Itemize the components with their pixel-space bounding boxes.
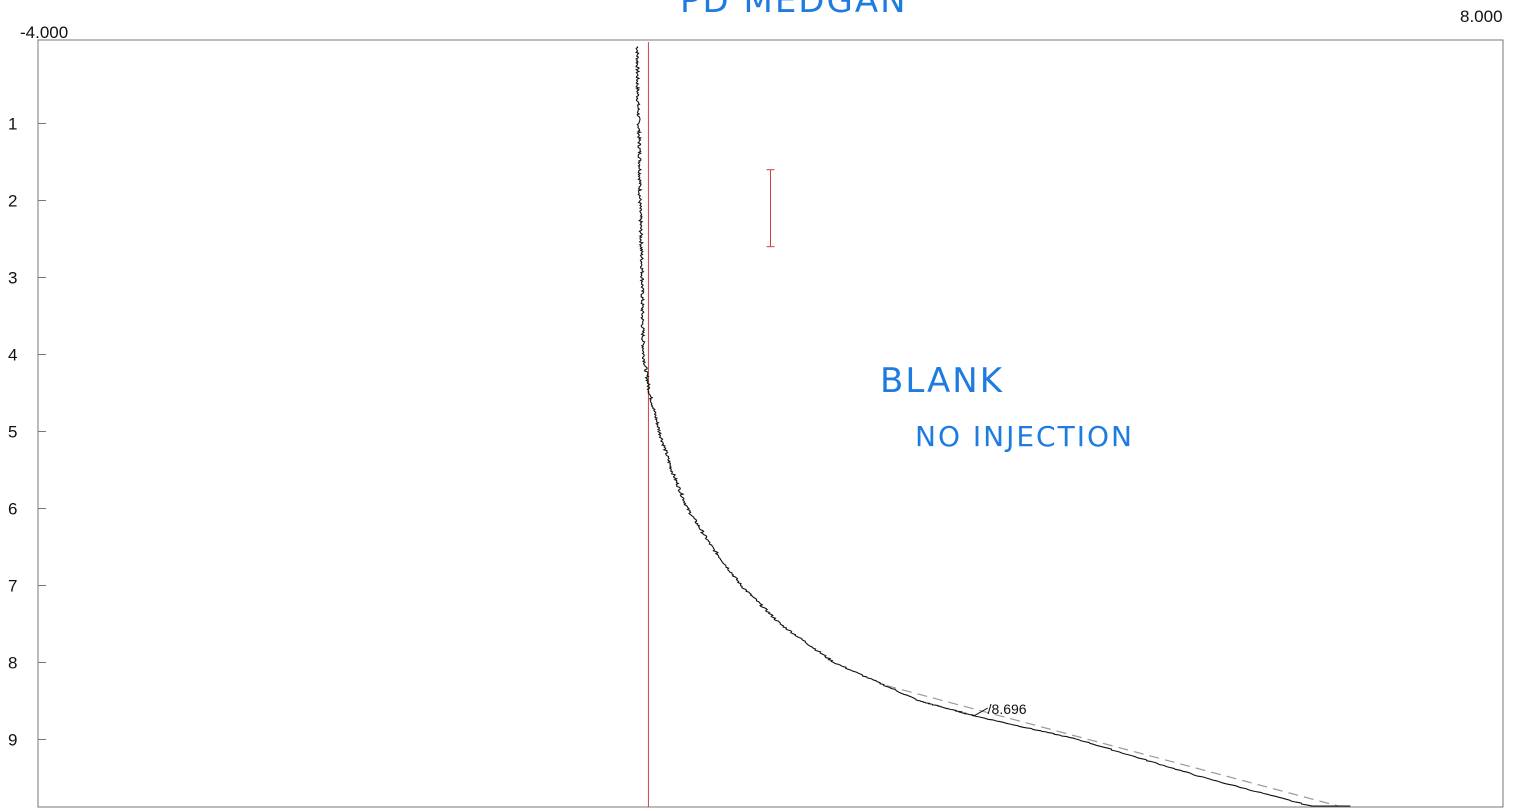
chart-marks: /8.696 xyxy=(634,42,1351,807)
time-tick-label-5: 5 xyxy=(8,423,17,442)
time-tick-label-3: 3 xyxy=(8,269,17,288)
handwritten-title: PD MEDGAN xyxy=(680,0,908,21)
time-tick-label-7: 7 xyxy=(8,577,17,596)
time-tick-label-6: 6 xyxy=(8,500,17,519)
peak-label-0: /8.696 xyxy=(988,701,1027,717)
annotation-blank: BLANK xyxy=(880,361,1004,401)
signal-trace xyxy=(634,46,1351,807)
signal-min-label: -4.000 xyxy=(20,23,68,42)
time-tick-label-2: 2 xyxy=(8,192,17,211)
plot-frame xyxy=(37,39,1504,808)
time-tick-label-4: 4 xyxy=(8,346,17,365)
baseline-dashed xyxy=(886,685,1339,807)
signal-max-label: 8.000 xyxy=(1460,7,1503,26)
time-tick-label-9: 9 xyxy=(8,731,17,750)
annotation-no-injection: NO INJECTION xyxy=(915,420,1134,453)
time-tick-label-1: 1 xyxy=(8,115,17,134)
time-axis: 1 2 3 4 5 6 7 8 9 xyxy=(8,115,46,750)
time-tick-label-8: 8 xyxy=(8,654,17,673)
peak-marker-0 xyxy=(973,707,988,717)
